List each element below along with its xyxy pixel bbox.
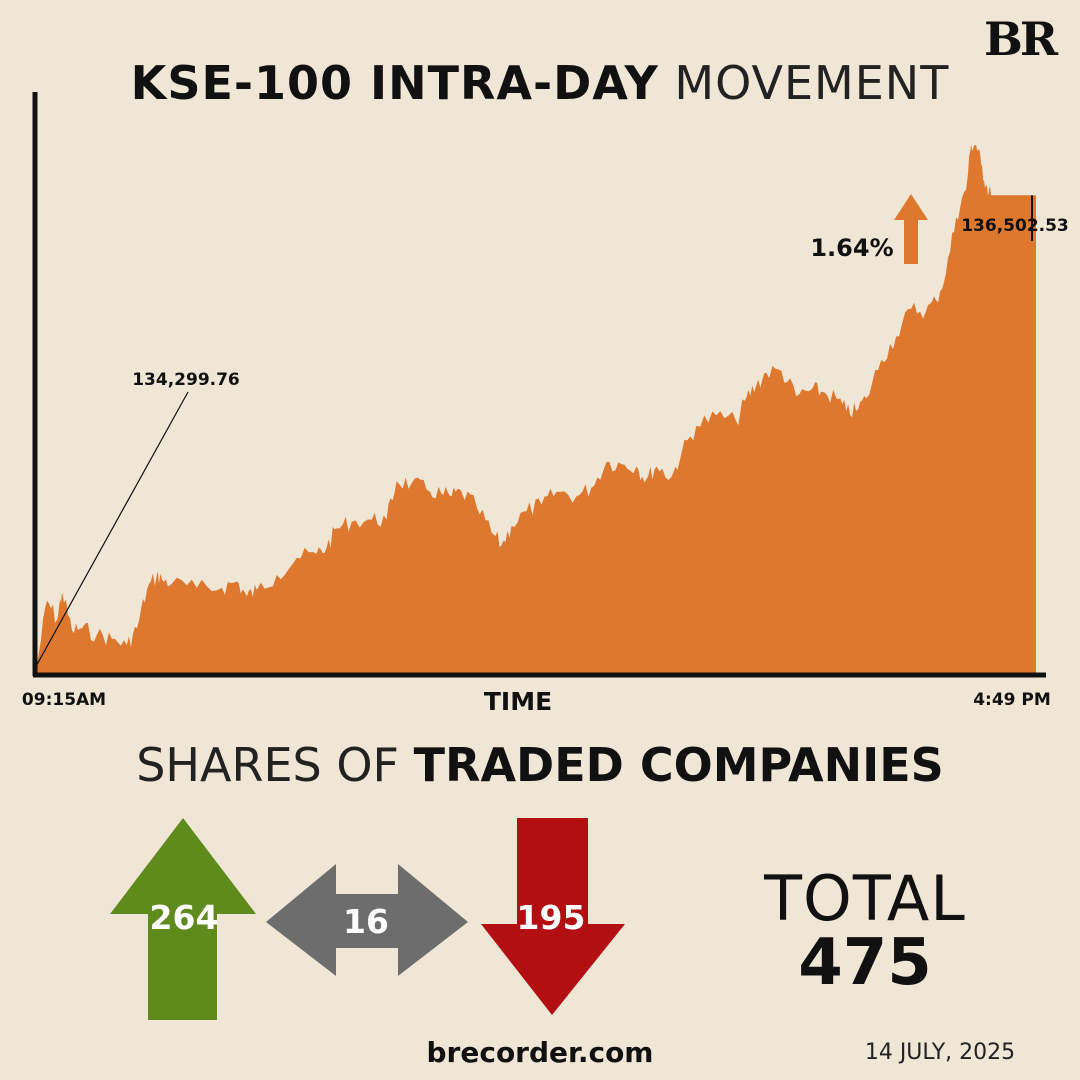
decliners-count: 195 <box>516 898 586 937</box>
unchanged-count: 16 <box>343 902 389 941</box>
open-value-label: 134,299.76 <box>132 370 240 390</box>
total-label: TOTAL <box>764 862 966 935</box>
companies-title: SHARES OF TRADED COMPANIES <box>0 738 1080 792</box>
unchanged-double-arrow-icon <box>266 864 468 976</box>
intraday-chart: 134,299.76 136,502.53 1.64% 09:15AM 4:49… <box>22 92 1069 716</box>
chart-title-bold: KSE-100 INTRA-DAY <box>130 56 659 110</box>
companies-title-bold: TRADED COMPANIES <box>413 738 944 792</box>
x-start-tick-label: 09:15AM <box>22 690 106 710</box>
index-area-series <box>37 144 1036 673</box>
open-value-leader-line <box>36 391 189 665</box>
advancers-up-arrow-icon <box>110 818 256 1020</box>
close-value-label: 136,502.53 <box>961 216 1069 236</box>
companies-title-light: SHARES OF <box>136 738 400 792</box>
change-percent-label: 1.64% <box>810 234 893 262</box>
chart-title-light: MOVEMENT <box>674 56 950 110</box>
footer-site: brecorder.com <box>426 1036 654 1069</box>
decliners-down-arrow-icon <box>481 818 625 1015</box>
x-axis-label: TIME <box>484 687 552 716</box>
advancers-count: 264 <box>149 898 219 937</box>
footer-date: 14 JULY, 2025 <box>864 1040 1016 1065</box>
brand-logo: BR <box>984 12 1058 66</box>
change-up-arrow-icon <box>894 194 928 264</box>
chart-title: KSE-100 INTRA-DAY MOVEMENT <box>0 56 1080 110</box>
x-end-tick-label: 4:49 PM <box>973 690 1051 710</box>
total-value: 475 <box>798 926 932 1000</box>
traded-companies-arrows <box>110 818 625 1020</box>
